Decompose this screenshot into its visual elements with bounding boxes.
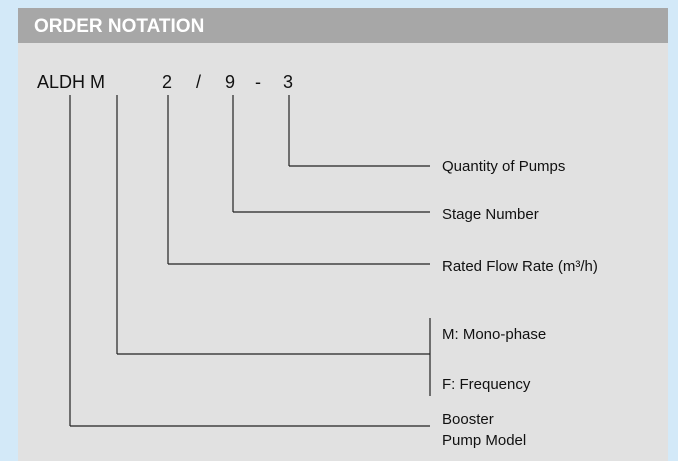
code-part: /: [196, 72, 201, 92]
code-part: ALDH M: [37, 72, 105, 92]
label: Stage Number: [442, 206, 539, 223]
code-part: 3: [283, 72, 293, 92]
panel: [18, 8, 668, 461]
code-part: 9: [225, 72, 235, 92]
header-title: ORDER NOTATION: [34, 16, 204, 37]
label: Booster: [442, 411, 494, 428]
label: F: Frequency: [442, 376, 531, 393]
label: M: Mono-phase: [442, 326, 546, 343]
label: Rated Flow Rate (m³/h): [442, 258, 598, 275]
header-bar: [18, 8, 668, 43]
label: Pump Model: [442, 432, 526, 449]
code-part: -: [255, 72, 261, 92]
label: Quantity of Pumps: [442, 158, 565, 175]
connectors: [69, 95, 431, 427]
code-part: 2: [162, 72, 172, 92]
